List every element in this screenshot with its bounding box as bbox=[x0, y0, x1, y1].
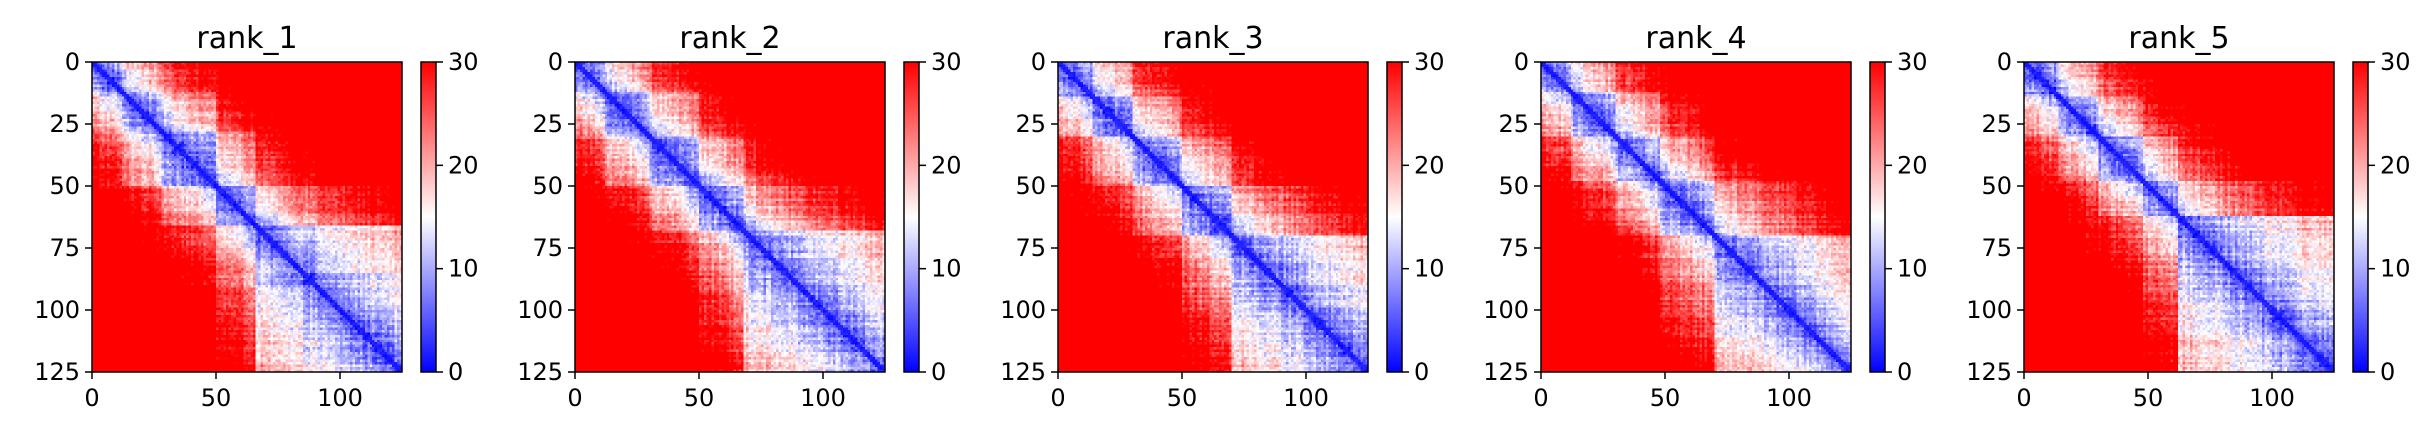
heatmap-image bbox=[2024, 62, 2334, 372]
colorbar-tick-label: 0 bbox=[448, 358, 463, 386]
y-tick-label: 50 bbox=[1498, 172, 1529, 200]
colorbar-tick-label: 30 bbox=[2380, 48, 2411, 76]
axes-frame bbox=[2023, 61, 2335, 373]
y-tick-label: 50 bbox=[532, 172, 563, 200]
colorbar-tick-label: 10 bbox=[931, 255, 962, 283]
colorbar-tick-label: 10 bbox=[2380, 255, 2411, 283]
y-tick-label: 50 bbox=[1015, 172, 1046, 200]
y-tick-label: 0 bbox=[1031, 48, 1046, 76]
y-tick-label: 50 bbox=[1981, 172, 2012, 200]
colorbar-tick-label: 10 bbox=[1897, 255, 1928, 283]
panel-title: rank_3 bbox=[1162, 21, 1263, 56]
y-tick-label: 125 bbox=[34, 358, 80, 386]
y-tick-label: 100 bbox=[34, 296, 80, 324]
colorbar-tick-label: 10 bbox=[1414, 255, 1445, 283]
colorbar bbox=[2353, 62, 2368, 372]
y-tick-label: 0 bbox=[1997, 48, 2012, 76]
x-tick-label: 50 bbox=[684, 384, 715, 412]
colorbar-tick-label: 0 bbox=[2380, 358, 2395, 386]
x-tick-label: 100 bbox=[1283, 384, 1329, 412]
y-tick-label: 75 bbox=[1981, 234, 2012, 262]
heatmap-image bbox=[1058, 62, 1368, 372]
x-tick-label: 50 bbox=[1167, 384, 1198, 412]
x-tick-label: 0 bbox=[1533, 384, 1548, 412]
y-tick-label: 75 bbox=[1015, 234, 1046, 262]
x-tick-label: 100 bbox=[317, 384, 363, 412]
y-tick-label: 100 bbox=[1966, 296, 2012, 324]
y-tick-label: 50 bbox=[49, 172, 80, 200]
colorbar-tick-label: 20 bbox=[931, 151, 962, 179]
x-tick-label: 50 bbox=[2133, 384, 2164, 412]
colorbar-tick-label: 0 bbox=[931, 358, 946, 386]
colorbar-frame bbox=[1869, 61, 1886, 373]
heatmap-image bbox=[92, 62, 402, 372]
y-tick-label: 75 bbox=[532, 234, 563, 262]
x-tick-label: 0 bbox=[567, 384, 582, 412]
colorbar-tick-label: 20 bbox=[2380, 151, 2411, 179]
axes-frame bbox=[1057, 61, 1369, 373]
x-tick-label: 0 bbox=[84, 384, 99, 412]
colorbar bbox=[1387, 62, 1402, 372]
x-tick-label: 100 bbox=[2249, 384, 2295, 412]
y-tick-label: 0 bbox=[65, 48, 80, 76]
x-tick-label: 100 bbox=[800, 384, 846, 412]
colorbar-tick-label: 20 bbox=[1414, 151, 1445, 179]
colorbar bbox=[904, 62, 919, 372]
colorbar bbox=[421, 62, 436, 372]
colorbar-tick-label: 30 bbox=[931, 48, 962, 76]
colorbar-tick-label: 0 bbox=[1897, 358, 1912, 386]
colorbar-tick-label: 30 bbox=[448, 48, 479, 76]
y-tick-label: 25 bbox=[1981, 110, 2012, 138]
colorbar-tick-label: 30 bbox=[1897, 48, 1928, 76]
x-tick-label: 100 bbox=[1766, 384, 1812, 412]
panel-title: rank_5 bbox=[2128, 21, 2229, 56]
y-tick-label: 125 bbox=[1000, 358, 1046, 386]
y-tick-label: 75 bbox=[49, 234, 80, 262]
heatmap-image bbox=[575, 62, 885, 372]
x-tick-label: 0 bbox=[2016, 384, 2031, 412]
x-tick-label: 0 bbox=[1050, 384, 1065, 412]
panel-title: rank_2 bbox=[679, 21, 780, 56]
colorbar-tick-label: 20 bbox=[1897, 151, 1928, 179]
y-tick-label: 125 bbox=[517, 358, 563, 386]
axes-frame bbox=[1540, 61, 1852, 373]
y-tick-label: 0 bbox=[548, 48, 563, 76]
colorbar-frame bbox=[1386, 61, 1403, 373]
colorbar-frame bbox=[420, 61, 437, 373]
axes-frame bbox=[574, 61, 886, 373]
colorbar-tick-label: 30 bbox=[1414, 48, 1445, 76]
x-tick-label: 50 bbox=[1650, 384, 1681, 412]
panel-title: rank_4 bbox=[1645, 21, 1746, 56]
heatmap-image bbox=[1541, 62, 1851, 372]
y-tick-label: 100 bbox=[1483, 296, 1529, 324]
x-tick-label: 50 bbox=[201, 384, 232, 412]
y-tick-label: 125 bbox=[1483, 358, 1529, 386]
y-tick-label: 25 bbox=[1498, 110, 1529, 138]
y-tick-label: 75 bbox=[1498, 234, 1529, 262]
y-tick-label: 100 bbox=[517, 296, 563, 324]
y-tick-label: 25 bbox=[1015, 110, 1046, 138]
panel-title: rank_1 bbox=[196, 21, 297, 56]
colorbar-tick-label: 0 bbox=[1414, 358, 1429, 386]
axes-frame bbox=[91, 61, 403, 373]
y-tick-label: 125 bbox=[1966, 358, 2012, 386]
colorbar-frame bbox=[903, 61, 920, 373]
colorbar-frame bbox=[2352, 61, 2369, 373]
y-tick-label: 25 bbox=[532, 110, 563, 138]
colorbar-tick-label: 10 bbox=[448, 255, 479, 283]
y-tick-label: 25 bbox=[49, 110, 80, 138]
colorbar-tick-label: 20 bbox=[448, 151, 479, 179]
y-tick-label: 100 bbox=[1000, 296, 1046, 324]
colorbar bbox=[1870, 62, 1885, 372]
y-tick-label: 0 bbox=[1514, 48, 1529, 76]
